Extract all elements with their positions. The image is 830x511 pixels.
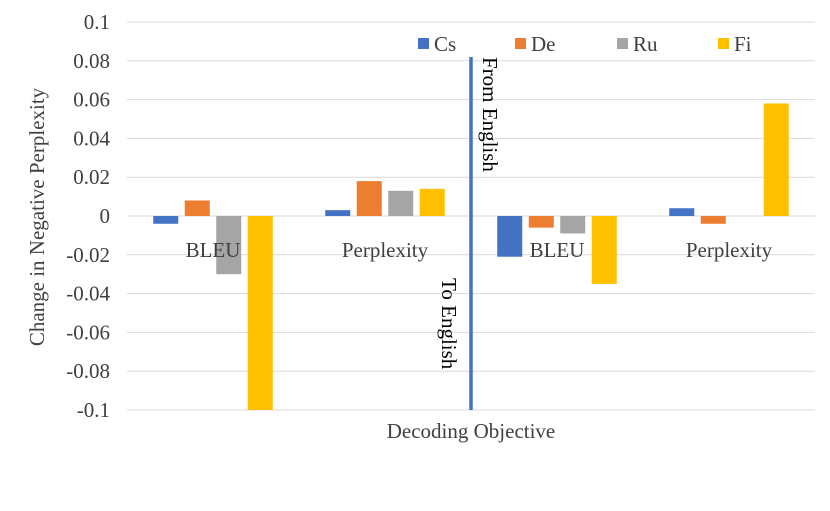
category-label: Perplexity (686, 238, 773, 262)
bar-cs-perplexity-3 (669, 208, 695, 216)
legend-label-fi: Fi (734, 32, 752, 56)
bar-fi-bleu-0 (247, 216, 273, 410)
annotation-from-english: From English (478, 57, 502, 172)
y-tick-label: 0.06 (73, 88, 110, 112)
legend: Cs De Ru Fi (418, 32, 752, 56)
bar-cs-bleu-0 (153, 216, 179, 224)
category-label: Perplexity (342, 238, 429, 262)
legend-swatch-de (515, 38, 526, 49)
y-tick-label: -0.1 (77, 398, 110, 422)
legend-label-ru: Ru (633, 32, 658, 56)
annotation-to-english: To English (437, 278, 461, 370)
legend-swatch-fi (718, 38, 729, 49)
y-tick-label: 0.1 (84, 10, 110, 34)
x-axis-title: Decoding Objective (387, 419, 556, 443)
bar-ru-bleu-0 (216, 216, 242, 275)
legend-swatch-ru (617, 38, 628, 49)
y-tick-label: 0.02 (73, 165, 110, 189)
y-tick-label: 0.08 (73, 49, 110, 73)
bar-fi-perplexity-3 (763, 103, 789, 216)
y-tick-label: 0 (100, 204, 111, 228)
category-label: BLEU (530, 238, 585, 262)
y-axis-ticks: 0.1 0.08 0.06 0.04 0.02 0 -0.02 -0.04 -0.06 -0.08… (66, 10, 110, 422)
y-tick-label: -0.08 (66, 359, 110, 383)
legend-label-cs: Cs (434, 32, 456, 56)
bar-de-bleu-2 (528, 216, 554, 228)
y-tick-label: -0.04 (66, 282, 110, 306)
bar-ru-bleu-2 (560, 216, 586, 234)
bar-de-perplexity-3 (700, 216, 726, 224)
bar-de-perplexity-1 (356, 181, 382, 216)
legend-swatch-cs (418, 38, 429, 49)
legend-label-de: De (531, 32, 556, 56)
category-label: BLEU (186, 238, 241, 262)
y-tick-label: 0.04 (73, 126, 110, 150)
category-labels: BLEU Perplexity BLEU Perplexity (186, 238, 773, 262)
bars (153, 103, 789, 410)
y-axis-title: Change in Negative Perplexity (25, 87, 49, 346)
y-tick-label: -0.02 (66, 243, 110, 267)
bar-cs-bleu-2 (497, 216, 523, 257)
bar-ru-perplexity-1 (388, 190, 414, 216)
bar-cs-perplexity-1 (325, 210, 351, 216)
bar-de-bleu-0 (184, 200, 210, 216)
y-tick-label: -0.06 (66, 320, 110, 344)
bar-fi-perplexity-1 (419, 188, 445, 216)
bar-fi-bleu-2 (591, 216, 617, 284)
